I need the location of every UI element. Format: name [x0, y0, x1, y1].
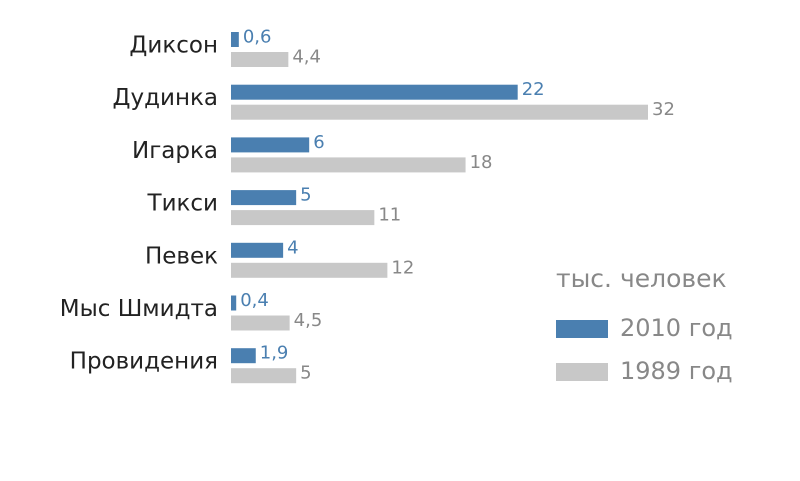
value-label: 0,4: [240, 290, 269, 311]
bar: [231, 157, 466, 173]
category-label: Провидения: [70, 349, 218, 375]
bar: [231, 190, 297, 206]
value-label: 18: [470, 152, 493, 173]
bar: [231, 295, 237, 311]
legend-title: тыс. человек: [556, 264, 727, 293]
category-label: Певек: [145, 243, 218, 269]
value-label: 6: [313, 132, 324, 153]
value-label: 11: [378, 205, 401, 226]
bar: [231, 137, 310, 153]
value-label: 12: [391, 257, 414, 278]
value-label: 4: [287, 237, 298, 258]
value-label: 22: [522, 79, 545, 100]
bar: [231, 32, 239, 47]
bar: [231, 52, 289, 67]
value-label: 1,9: [260, 343, 289, 364]
value-label: 4,4: [292, 47, 321, 68]
value-label: 5: [300, 363, 311, 384]
category-label: Дудинка: [113, 85, 218, 111]
bar: [231, 210, 375, 226]
value-label: 32: [652, 99, 675, 120]
bar: [231, 242, 284, 258]
bar: [231, 315, 290, 331]
value-label: 0,6: [243, 27, 272, 48]
bar: [231, 348, 256, 364]
category-label: Мыс Шмидта: [60, 296, 218, 322]
bar: [231, 104, 648, 120]
bar: [231, 368, 297, 384]
bar: [231, 84, 518, 100]
category-label: Игарка: [132, 138, 218, 164]
legend-label: 1989 год: [620, 357, 733, 385]
category-label: Диксон: [129, 33, 218, 59]
legend-label: 2010 год: [620, 314, 733, 342]
bar: [231, 262, 388, 278]
value-label: 5: [300, 185, 311, 206]
legend-swatch: [556, 320, 608, 338]
category-label: Тикси: [147, 191, 218, 217]
legend-swatch: [556, 363, 608, 381]
value-label: 4,5: [294, 310, 323, 331]
